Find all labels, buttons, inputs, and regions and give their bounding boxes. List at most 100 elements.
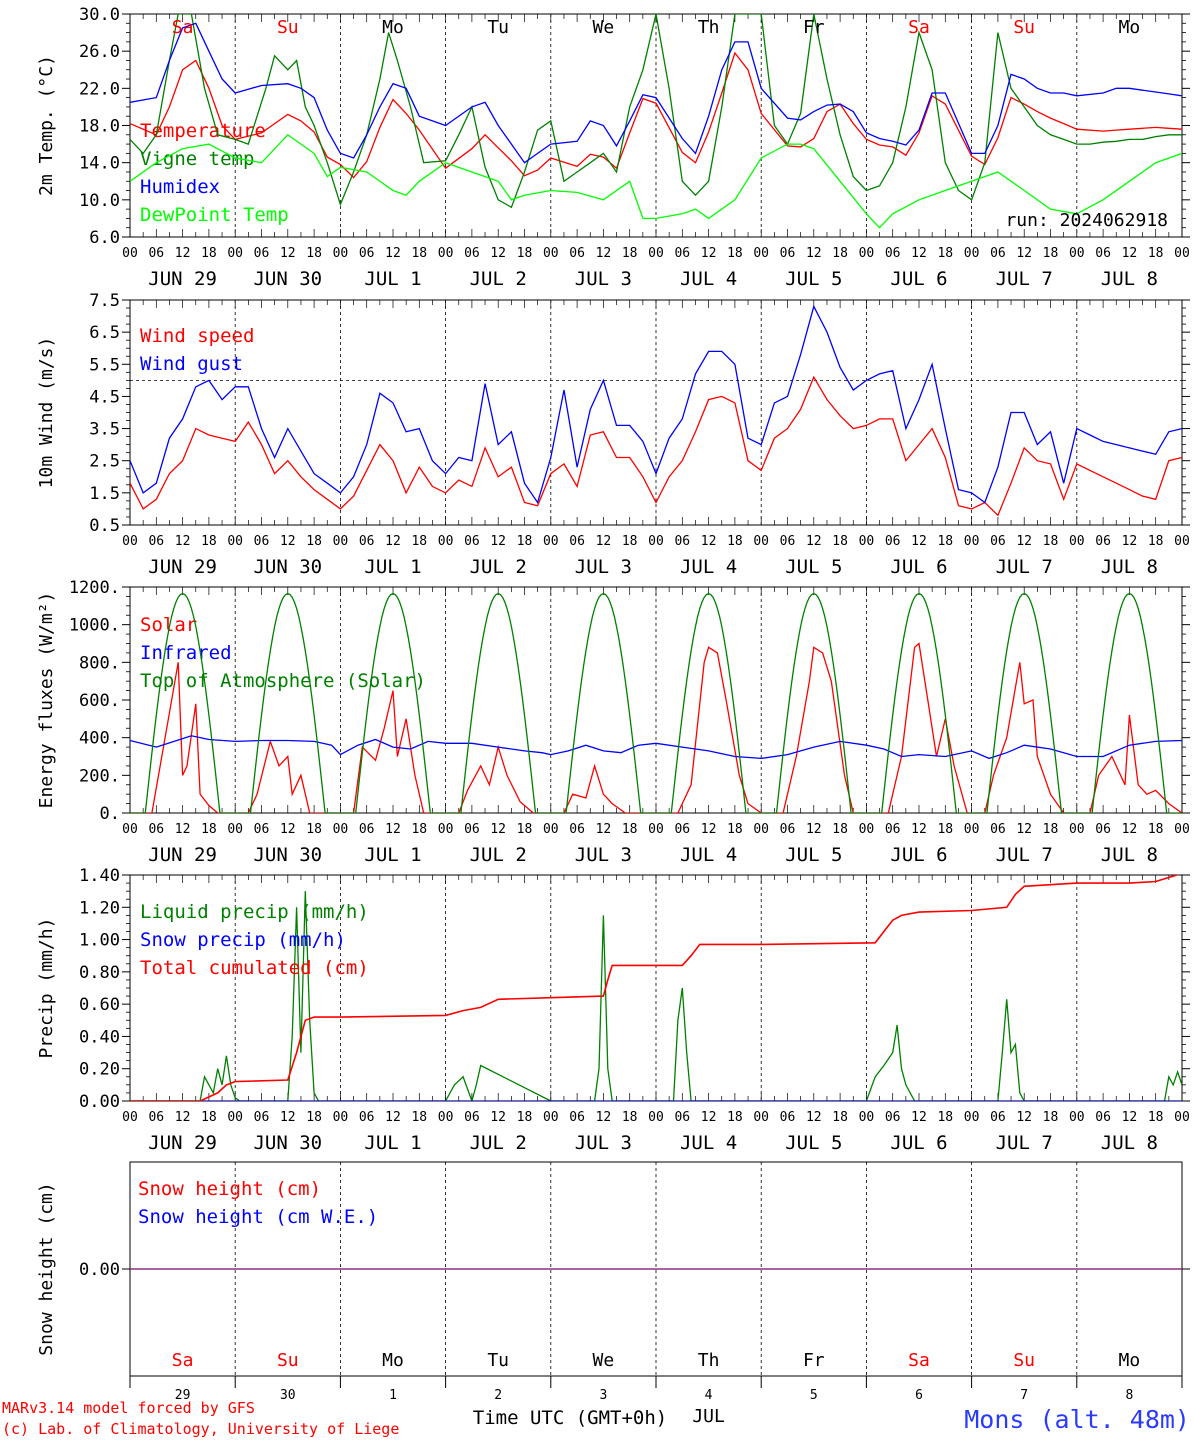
hour-tick-label: 18: [306, 246, 322, 261]
date-label: JUL 4: [680, 1132, 737, 1154]
hour-tick-label: 06: [359, 1110, 375, 1125]
hour-tick-label: 00: [122, 246, 138, 261]
panel-2: 0.5 1.5 2.5 3.5 4.5 5.5 6.5 7.5 10m Wind (m/s) Wi…: [36, 291, 1190, 578]
hour-tick-label: 06: [674, 534, 690, 549]
y-tick-label: 3.5: [89, 420, 120, 440]
y-axis-label: 10m Wind (m/s): [36, 337, 57, 489]
hour-tick-label: 06: [990, 246, 1006, 261]
hour-tick-label: 00: [122, 534, 138, 549]
y-tick-label: 0.00: [79, 1092, 120, 1112]
legend-entry: DewPoint Temp: [140, 204, 289, 226]
hour-tick-label: 00: [648, 822, 664, 837]
legend-entry: Temperature: [140, 120, 266, 142]
hour-tick-label: 18: [306, 822, 322, 837]
hour-tick-label: 12: [385, 1110, 401, 1125]
hour-tick-label: 12: [1122, 1110, 1138, 1125]
y-tick-label: 0.60: [79, 995, 120, 1015]
hour-tick-label: 06: [464, 1110, 480, 1125]
hour-tick-label: 00: [1174, 534, 1190, 549]
weekday-label: Fr: [803, 17, 825, 38]
hour-tick-label: 06: [464, 246, 480, 261]
hour-tick-label: 00: [333, 534, 349, 549]
hour-tick-label: 00: [648, 1110, 664, 1125]
y-tick-label: 0.5: [89, 516, 120, 536]
date-label: JUL 1: [364, 1132, 421, 1154]
hour-tick-label: 12: [385, 246, 401, 261]
legend-entry: Snow height (cm): [138, 1178, 321, 1200]
hour-tick-label: 12: [280, 534, 296, 549]
date-label: JUL 5: [785, 556, 842, 578]
hour-tick-label: 00: [333, 1110, 349, 1125]
hour-tick-label: 18: [411, 1110, 427, 1125]
date-label: JUL 6: [890, 556, 947, 578]
hour-tick-label: 06: [148, 1110, 164, 1125]
y-tick-label: 18.0: [79, 117, 120, 137]
date-label: JUN 29: [148, 1132, 217, 1154]
legend-entry: Liquid precip (mm/h): [140, 901, 369, 923]
hour-tick-label: 06: [674, 1110, 690, 1125]
day-number: 1: [389, 1388, 397, 1403]
weekday-label: Tu: [487, 1350, 509, 1371]
panel-5: 0.00 Snow height (cm) Snow height (cm) Snow…: [36, 1161, 1190, 1377]
hour-tick-label: 00: [753, 1110, 769, 1125]
hour-tick-label: 12: [1122, 534, 1138, 549]
y-tick-label: 1.00: [79, 931, 120, 951]
hour-tick-label: 18: [622, 822, 638, 837]
hour-tick-label: 06: [569, 534, 585, 549]
hour-tick-label: 00: [859, 246, 875, 261]
weekday-label: We: [593, 17, 615, 38]
hour-tick-label: 12: [1016, 246, 1032, 261]
weekday-label: Sa: [908, 17, 930, 38]
hour-tick-label: 00: [543, 246, 559, 261]
legend-entry: Snow precip (mm/h): [140, 929, 346, 951]
date-label: JUL 7: [996, 268, 1053, 290]
legend-entry: Total cumulated (cm): [140, 957, 369, 979]
hour-tick-label: 00: [227, 822, 243, 837]
date-label: JUL 5: [785, 1132, 842, 1154]
hour-tick-label: 00: [122, 1110, 138, 1125]
legend-entry: Wind speed: [140, 325, 254, 347]
y-axis-label: Snow height (cm): [36, 1182, 57, 1355]
hour-tick-label: 06: [780, 822, 796, 837]
hour-tick-label: 12: [490, 822, 506, 837]
date-label: JUL 8: [1101, 268, 1158, 290]
hour-tick-label: 12: [596, 822, 612, 837]
hour-tick-label: 18: [201, 1110, 217, 1125]
hour-tick-label: 00: [964, 1110, 980, 1125]
series-line: [130, 22, 1182, 164]
hour-tick-label: 12: [596, 534, 612, 549]
hour-tick-label: 12: [911, 1110, 927, 1125]
hour-tick-label: 18: [201, 246, 217, 261]
hour-tick-label: 12: [1016, 1110, 1032, 1125]
hour-tick-label: 00: [1069, 534, 1085, 549]
series-line: [130, 642, 1182, 813]
hour-tick-label: 00: [753, 246, 769, 261]
hour-tick-label: 00: [1069, 822, 1085, 837]
hour-tick-label: 18: [517, 534, 533, 549]
series-line: [130, 875, 1180, 1101]
hour-tick-label: 12: [596, 1110, 612, 1125]
date-label: JUN 29: [148, 556, 217, 578]
y-tick-label: 200.: [79, 766, 120, 786]
hour-tick-label: 18: [1043, 534, 1059, 549]
y-tick-label: 5.5: [89, 355, 120, 375]
hour-tick-label: 12: [911, 246, 927, 261]
y-tick-label: 2.5: [89, 452, 120, 472]
hour-tick-label: 06: [990, 1110, 1006, 1125]
day-number: 4: [705, 1388, 713, 1403]
weekday-label: Th: [698, 1350, 720, 1371]
hour-tick-label: 06: [254, 246, 270, 261]
y-tick-label: 1.5: [89, 484, 120, 504]
hour-tick-label: 12: [701, 1110, 717, 1125]
y-tick-label: 0.20: [79, 1060, 120, 1080]
hour-tick-label: 06: [254, 1110, 270, 1125]
y-tick-label: 1000.: [69, 616, 120, 636]
date-label: JUL 3: [575, 844, 632, 866]
y-tick-label: 30.0: [79, 5, 120, 25]
credit-line-2: (c) Lab. of Climatology, University of L…: [2, 1420, 399, 1438]
date-label: JUL 8: [1101, 1132, 1158, 1154]
hour-tick-label: 18: [1148, 822, 1164, 837]
hour-tick-label: 00: [964, 534, 980, 549]
date-label: JUL 3: [575, 268, 632, 290]
